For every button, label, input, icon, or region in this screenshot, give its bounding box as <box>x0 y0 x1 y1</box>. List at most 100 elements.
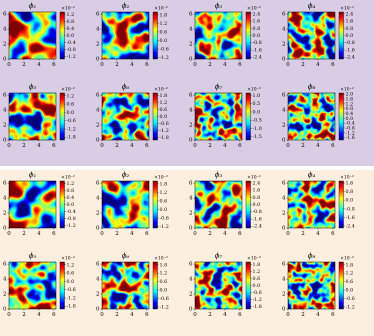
y-tick-label: 0 <box>96 307 100 313</box>
plot-frame <box>8 261 57 310</box>
y-tick-label: 4 <box>189 108 193 114</box>
colorbar-tick-label: 0.5 <box>253 101 261 107</box>
y-tick-label: 4 <box>96 27 100 33</box>
y-tick-label: 2 <box>96 211 100 217</box>
colorbar-scale: ×10⁻² <box>247 87 261 93</box>
x-tick-label: 2 <box>22 143 26 149</box>
subplot-title: ϕ₆ <box>122 83 130 91</box>
plot-frame <box>101 92 150 141</box>
x-tick-label: 2 <box>22 62 26 68</box>
colorbar-tick-label: -1.2 <box>160 304 169 310</box>
x-tick-label: 4 <box>37 231 41 237</box>
field-image <box>102 181 149 228</box>
colorbar-tick-label: -1.2 <box>346 130 355 136</box>
field-image <box>9 93 56 140</box>
colorbar <box>338 261 344 310</box>
x-tick-label: 4 <box>37 312 41 318</box>
colorbar-scale: ×10⁻² <box>247 256 261 262</box>
colorbar-tick-label: 1.2 <box>160 21 168 27</box>
colorbar-tick-label: -0.8 <box>346 40 355 46</box>
colorbar-tick-label: 0.4 <box>346 111 354 117</box>
colorbar-tick-label: 2.4 <box>346 11 354 17</box>
colorbar-tick-label: -1.2 <box>253 297 262 303</box>
colorbar-tick-label: -0.4 <box>67 40 76 46</box>
x-tick-label: 0 <box>193 62 197 68</box>
colorbar-tick-label: -0.6 <box>160 296 169 302</box>
x-tick-label: 6 <box>52 312 56 318</box>
field-image <box>102 12 149 59</box>
subplot-title: ϕ₄ <box>308 2 316 10</box>
colorbar <box>245 261 251 310</box>
y-tick-label: 0 <box>282 307 286 313</box>
subplot-title: ϕ₂ <box>122 171 130 179</box>
colorbar <box>59 261 65 310</box>
colorbar-tick-label: 0.8 <box>67 188 75 194</box>
y-tick-label: 0 <box>3 138 7 144</box>
colorbar-tick-label: 1.6 <box>346 97 354 103</box>
y-tick-label: 2 <box>3 292 7 298</box>
y-tick-label: 2 <box>189 123 193 129</box>
y-tick-label: 0 <box>189 57 193 63</box>
x-tick-label: 6 <box>52 231 56 237</box>
x-tick-label: 4 <box>37 62 41 68</box>
colorbar-tick-label: -0.8 <box>67 47 76 53</box>
colorbar-tick-label: 0.0 <box>346 33 354 39</box>
colorbar-scale: ×10⁻² <box>340 87 354 93</box>
x-tick-label: 0 <box>193 143 197 149</box>
subplot-title: ϕ₅ <box>29 252 37 260</box>
colorbar-tick-label: 1.8 <box>253 262 261 268</box>
subplot-title: ϕ₁ <box>29 171 37 179</box>
colorbar-tick-label: 0.6 <box>160 198 168 204</box>
plot-frame <box>287 261 336 310</box>
colorbar-scale: ×10⁻² <box>154 6 168 12</box>
colorbar-scale: ×10⁻² <box>247 6 261 12</box>
colorbar-tick-label: -0.8 <box>253 40 262 46</box>
colorbar-tick-label: 1.6 <box>253 188 261 194</box>
field-image <box>195 93 242 140</box>
x-tick-label: 0 <box>286 312 290 318</box>
y-tick-label: 6 <box>189 181 193 187</box>
y-tick-label: 4 <box>96 277 100 283</box>
x-tick-label: 6 <box>145 62 149 68</box>
colorbar-tick-label: -1.6 <box>346 215 355 221</box>
colorbar-scale: ×10⁻² <box>154 87 168 93</box>
x-tick-label: 6 <box>145 312 149 318</box>
y-tick-label: 4 <box>282 27 286 33</box>
colorbar-tick-label: 1.0 <box>253 93 261 99</box>
y-tick-label: 6 <box>189 12 193 18</box>
colorbar-tick-label: 1.6 <box>346 19 354 25</box>
y-tick-label: 6 <box>282 93 286 99</box>
colorbar-tick-label: 1.2 <box>346 271 354 277</box>
colorbar-tick-label: 0.0 <box>253 202 261 208</box>
colorbar-tick-label: -0.4 <box>346 121 355 127</box>
colorbar-tick-label: 0.6 <box>67 102 75 108</box>
colorbar-tick-label: 1.8 <box>160 262 168 268</box>
colorbar <box>245 92 251 141</box>
x-tick-label: 0 <box>100 312 104 318</box>
colorbar-tick-label: 1.2 <box>160 271 168 277</box>
subplot-title: ϕ₁ <box>29 2 37 10</box>
colorbar-tick-label: -1.2 <box>67 223 76 229</box>
plot-frame <box>194 11 243 60</box>
x-tick-label: 4 <box>37 143 41 149</box>
x-tick-label: 2 <box>208 312 212 318</box>
colorbar-tick-label: 0.6 <box>253 276 261 282</box>
y-tick-label: 6 <box>96 93 100 99</box>
x-tick-label: 4 <box>316 312 320 318</box>
x-tick-label: 6 <box>238 62 242 68</box>
x-tick-label: 4 <box>316 231 320 237</box>
field-image <box>195 12 242 59</box>
field-image <box>195 181 242 228</box>
x-tick-label: 4 <box>223 143 227 149</box>
subplot-title: ϕ₈ <box>308 252 316 260</box>
colorbar-tick-label: -0.6 <box>160 121 169 127</box>
colorbar-scale: ×10⁻² <box>61 6 75 12</box>
colorbar-tick-label: 0.0 <box>160 288 168 294</box>
y-tick-label: 4 <box>3 277 7 283</box>
subplot-title: ϕ₄ <box>308 171 316 179</box>
colorbar-tick-label: 2.4 <box>253 180 261 186</box>
colorbar-tick-label: -1.5 <box>253 134 262 140</box>
colorbar-tick-label: -1.2 <box>160 128 169 134</box>
colorbar-scale: ×10⁻² <box>61 175 75 181</box>
